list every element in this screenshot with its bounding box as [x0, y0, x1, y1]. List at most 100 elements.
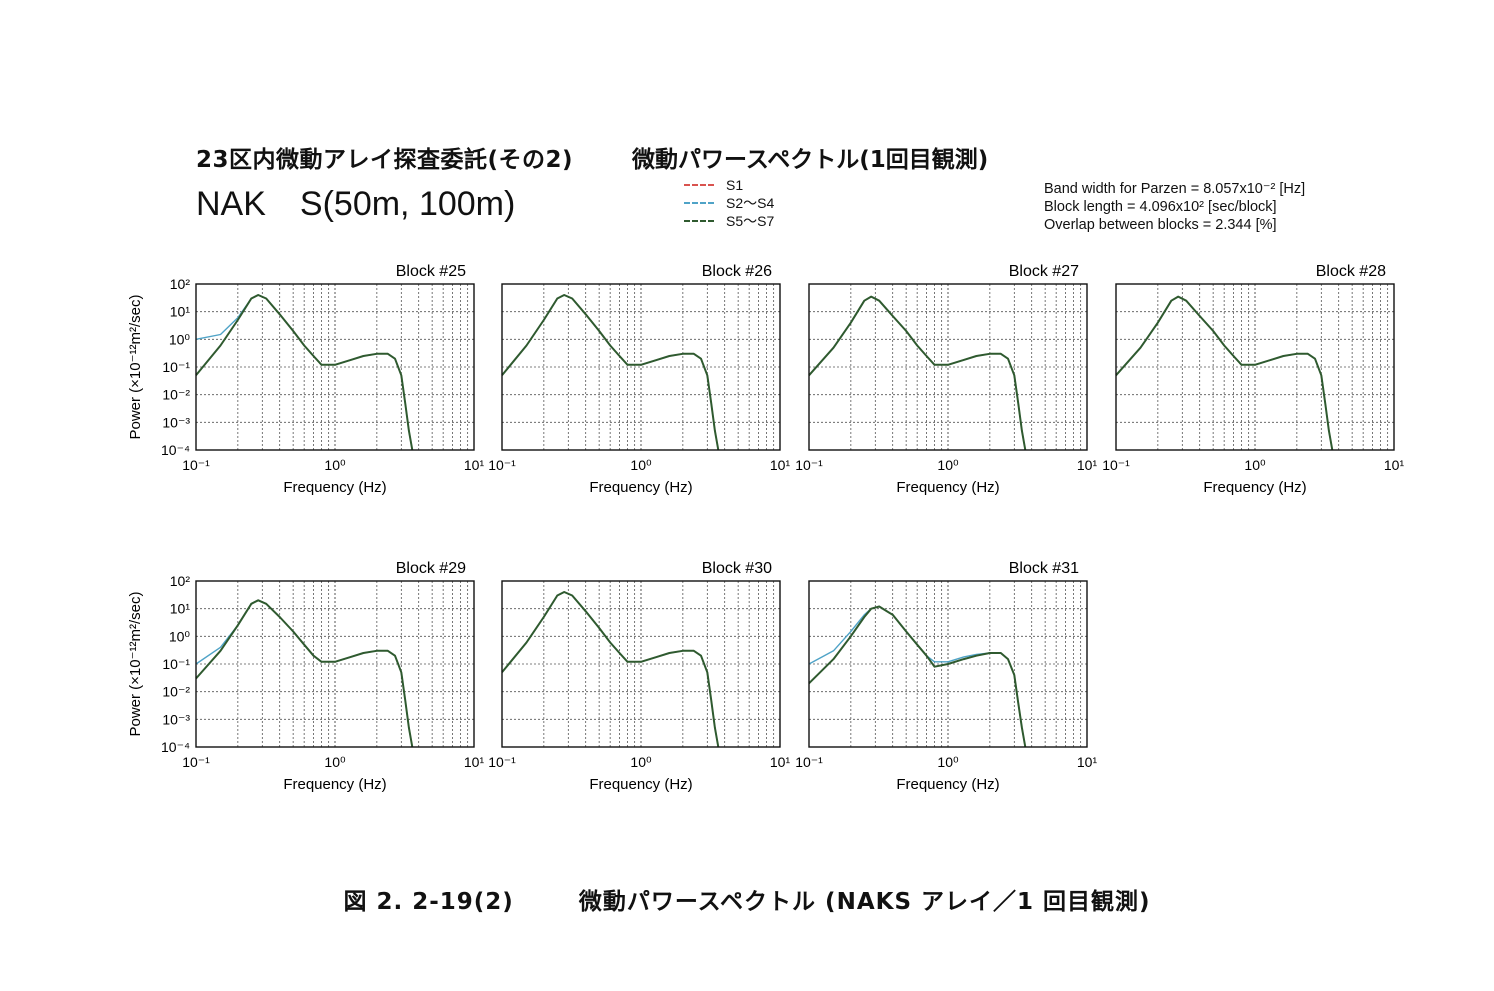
x-tick-label: 10⁰: [630, 754, 652, 770]
y-tick-label: 10⁻⁴: [161, 442, 190, 458]
x-tick-label: 10⁰: [324, 754, 346, 770]
block-title: Block #31: [1009, 560, 1079, 577]
figure-caption: 図 2. 2-19(2) 微動パワースペクトル (NAKS アレイ／1 回目観測…: [0, 882, 1494, 916]
plot-frame: [808, 580, 1088, 748]
block-title: Block #26: [702, 263, 772, 280]
legend-swatch-s5-s7: [684, 220, 714, 222]
x-tick-label: 10¹: [770, 457, 791, 473]
series-line: [195, 294, 414, 451]
x-tick-label: 10⁰: [937, 754, 959, 770]
x-tick-label: 10⁻¹: [182, 457, 210, 473]
legend-swatch-s2-s4: [684, 202, 714, 204]
y-tick-label: 10⁰: [169, 331, 191, 347]
chart-svg: Block #30 10⁻¹ 10⁰ 10¹ Frequency (Hz): [488, 560, 790, 793]
x-tick-label: 10¹: [1077, 754, 1098, 770]
spectrum-chart: Block #27 10⁻¹ 10⁰ 10¹ Frequency (Hz): [795, 263, 1097, 496]
block-title: Block #30: [702, 560, 772, 577]
y-tick-label: 10⁰: [169, 628, 191, 644]
param-bandwidth: Band width for Parzen = 8.057x10⁻² [Hz]: [1044, 181, 1306, 197]
x-tick-label: 10⁻¹: [795, 754, 823, 770]
block-title: Block #27: [1009, 263, 1079, 280]
x-axis-label: Frequency (Hz): [589, 479, 692, 496]
legend-item-s5-s7: S5〜S7: [684, 212, 774, 230]
x-tick-label: 10¹: [770, 754, 791, 770]
x-tick-label: 10⁻¹: [795, 457, 823, 473]
y-axis-label: Power (×10⁻¹²m²/sec): [127, 591, 144, 736]
legend-label-s1: S1: [726, 177, 744, 193]
x-tick-label: 10⁰: [1244, 457, 1266, 473]
x-axis-label: Frequency (Hz): [896, 776, 999, 793]
x-tick-label: 10¹: [464, 457, 485, 473]
y-tick-label: 10⁻³: [162, 711, 190, 727]
legend-item-s2-s4: S2〜S4: [684, 194, 774, 212]
plot-frame: [501, 580, 781, 748]
grid: [502, 581, 780, 747]
y-tick-label: 10²: [170, 276, 191, 292]
analysis-parameters: Band width for Parzen = 8.057x10⁻² [Hz] …: [1044, 180, 1305, 234]
series-line: [808, 295, 1027, 451]
plot-frame: [1115, 283, 1395, 451]
series-line: [808, 605, 1027, 748]
param-overlap: Overlap between blocks = 2.344 [%]: [1044, 217, 1277, 233]
spectrum-chart: Block #25 10⁻¹ 10⁰ 10¹ Frequency (Hz) 10² 10¹ 1…: [127, 263, 484, 496]
figure-title: 微動パワースペクトル(1回目観測): [632, 147, 989, 173]
series-line: [195, 599, 414, 748]
block-title: Block #29: [396, 560, 466, 577]
plot-frame: [195, 283, 475, 451]
x-tick-label: 10⁰: [630, 457, 652, 473]
y-tick-label: 10¹: [170, 601, 191, 617]
chart-svg: Block #27 10⁻¹ 10⁰ 10¹ Frequency (Hz): [795, 263, 1097, 496]
caption-figure-number: 図 2. 2-19(2): [343, 889, 514, 915]
y-tick-label: 10⁻²: [162, 387, 190, 403]
grid: [196, 581, 474, 747]
caption-text: 微動パワースペクトル (NAKS アレイ／1 回目観測): [578, 889, 1151, 915]
y-axis-label: Power (×10⁻¹²m²/sec): [127, 294, 144, 439]
spectrum-chart: Block #31 10⁻¹ 10⁰ 10¹ Frequency (Hz): [795, 560, 1097, 793]
x-tick-label: 10⁰: [324, 457, 346, 473]
series-line: [1115, 295, 1334, 451]
plot-frame: [195, 580, 475, 748]
spectrum-chart: Block #26 10⁻¹ 10⁰ 10¹ Frequency (Hz): [488, 263, 790, 496]
y-tick-label: 10⁻³: [162, 414, 190, 430]
y-tick-label: 10²: [170, 573, 191, 589]
x-axis-label: Frequency (Hz): [896, 479, 999, 496]
x-tick-label: 10¹: [1077, 457, 1098, 473]
chart-svg: Block #26 10⁻¹ 10⁰ 10¹ Frequency (Hz): [488, 263, 790, 496]
grid: [1116, 284, 1394, 450]
x-tick-label: 10¹: [1384, 457, 1405, 473]
param-block-length: Block length = 4.096x10² [sec/block]: [1044, 199, 1277, 215]
x-axis-label: Frequency (Hz): [283, 776, 386, 793]
grid: [196, 284, 474, 450]
chart-svg: Block #25 10⁻¹ 10⁰ 10¹ Frequency (Hz) 10² 10¹ 1…: [127, 263, 484, 496]
y-tick-label: 10⁻²: [162, 684, 190, 700]
legend-item-s1: S1: [684, 176, 774, 194]
y-tick-label: 10¹: [170, 304, 191, 320]
x-tick-label: 10⁰: [937, 457, 959, 473]
legend-label-s2-s4: S2〜S4: [726, 195, 775, 211]
y-tick-label: 10⁻⁴: [161, 739, 190, 755]
block-title: Block #25: [396, 263, 466, 280]
spectrum-chart: Block #28 10⁻¹ 10⁰ 10¹ Frequency (Hz): [1102, 263, 1404, 496]
block-title: Block #28: [1316, 263, 1386, 280]
legend-label-s5-s7: S5〜S7: [726, 213, 775, 229]
x-axis-label: Frequency (Hz): [283, 479, 386, 496]
legend-swatch-s1: [684, 184, 714, 186]
series-line: [501, 591, 720, 748]
x-axis-label: Frequency (Hz): [589, 776, 692, 793]
x-tick-label: 10⁻¹: [182, 754, 210, 770]
legend: S1 S2〜S4 S5〜S7: [684, 176, 774, 230]
x-tick-label: 10⁻¹: [488, 754, 516, 770]
report-title: 23区内微動アレイ探査委託(その2): [196, 147, 574, 173]
grid: [809, 284, 1087, 450]
y-tick-label: 10⁻¹: [162, 359, 190, 375]
y-tick-label: 10⁻¹: [162, 656, 190, 672]
chart-svg: Block #28 10⁻¹ 10⁰ 10¹ Frequency (Hz): [1102, 263, 1404, 496]
x-tick-label: 10¹: [464, 754, 485, 770]
x-tick-label: 10⁻¹: [1102, 457, 1130, 473]
chart-svg: Block #31 10⁻¹ 10⁰ 10¹ Frequency (Hz): [795, 560, 1097, 793]
chart-svg: Block #29 10⁻¹ 10⁰ 10¹ Frequency (Hz) 10² 10¹ 1…: [127, 560, 484, 793]
plot-frame: [501, 283, 781, 451]
site-label: NAK S(50m, 100m): [196, 185, 516, 223]
spectrum-chart: Block #29 10⁻¹ 10⁰ 10¹ Frequency (Hz) 10² 10¹ 1…: [127, 560, 484, 793]
grid: [502, 284, 780, 450]
